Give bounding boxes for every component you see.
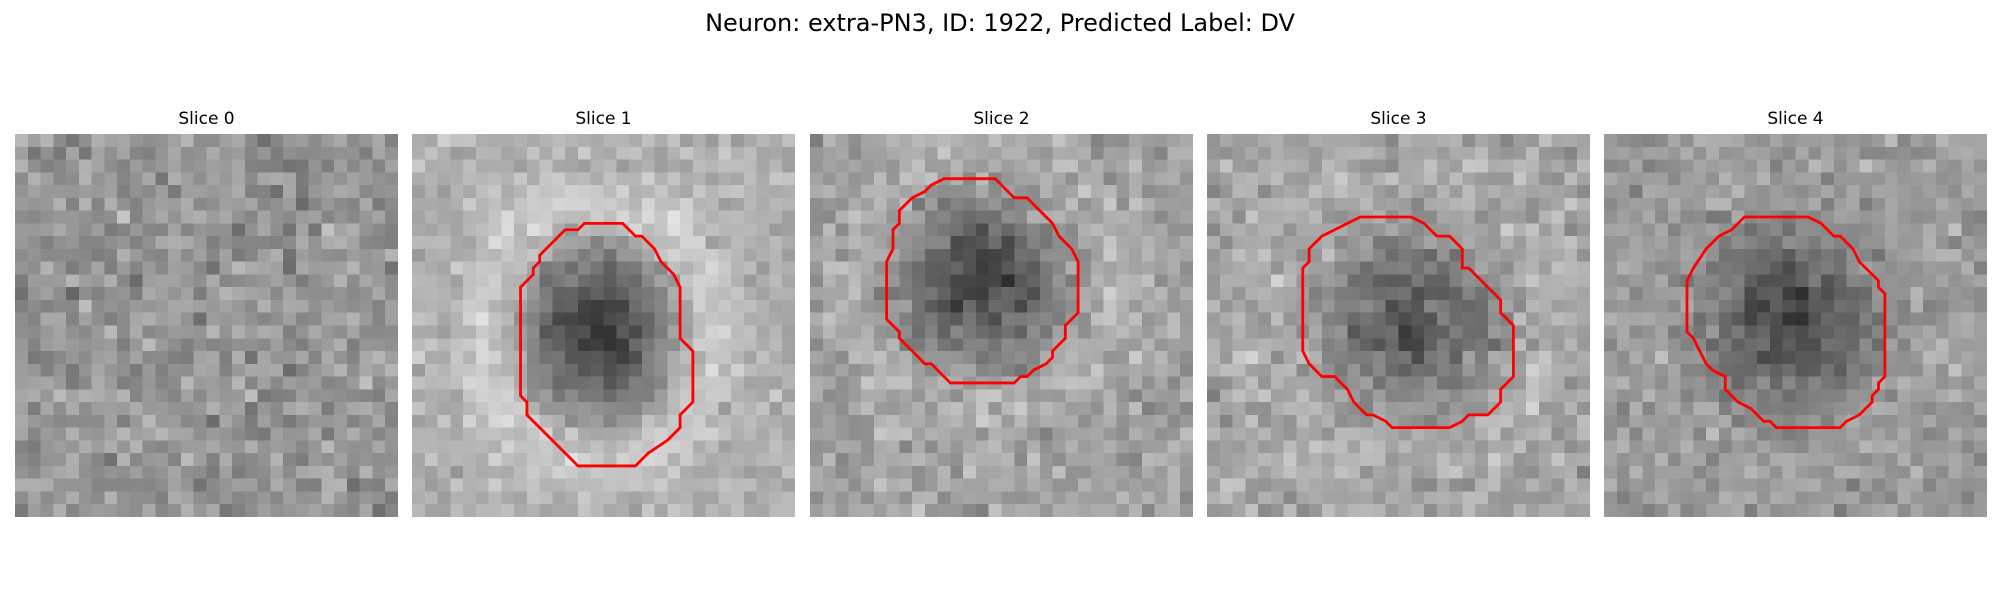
slice-title-1: Slice 1 <box>575 109 632 129</box>
slice-title-0: Slice 0 <box>178 109 235 129</box>
slice-panel-3: Slice 3 <box>1207 108 1590 517</box>
slice-pixels-3 <box>1207 134 1590 517</box>
slice-title-2: Slice 2 <box>973 109 1030 129</box>
slice-overlay-2 <box>885 177 1080 385</box>
neuron-contour-2 <box>885 177 1080 385</box>
slice-title-4: Slice 4 <box>1767 109 1824 129</box>
slice-image-2 <box>810 134 1193 517</box>
slice-overlay-1 <box>519 221 695 468</box>
slice-overlay-3 <box>1301 215 1515 430</box>
slice-title-3: Slice 3 <box>1370 109 1427 129</box>
slice-pixels-1 <box>412 134 795 517</box>
slice-pixels-0 <box>15 134 398 517</box>
slice-panel-1: Slice 1 <box>412 108 795 517</box>
neuron-contour-3 <box>1301 215 1515 430</box>
slice-panel-2: Slice 2 <box>810 108 1193 517</box>
slice-image-4 <box>1604 134 1987 517</box>
slice-panel-0: Slice 0 <box>15 108 398 517</box>
slice-overlay-4 <box>1685 215 1887 430</box>
figure-title: Neuron: extra-PN3, ID: 1922, Predicted L… <box>705 9 1295 37</box>
slice-panel-4: Slice 4 <box>1604 108 1987 517</box>
slice-image-1 <box>412 134 795 517</box>
slice-pixels-4 <box>1604 134 1987 517</box>
slice-pixels-2 <box>810 134 1193 517</box>
neuron-contour-4 <box>1685 215 1887 430</box>
neuron-contour-1 <box>519 221 695 468</box>
slice-image-0 <box>15 134 398 517</box>
slice-image-3 <box>1207 134 1590 517</box>
